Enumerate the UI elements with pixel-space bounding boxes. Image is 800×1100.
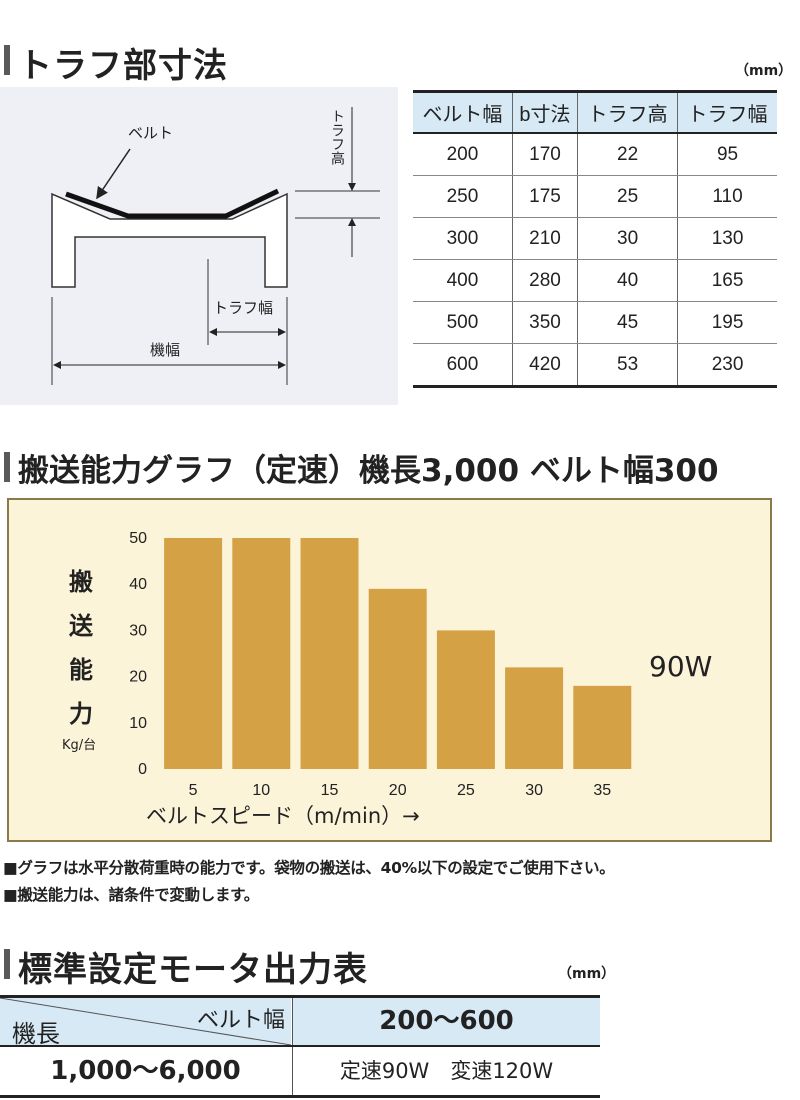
length-range-cell: 1,000〜6,000	[0, 1047, 291, 1095]
table-cell: 40	[577, 259, 678, 302]
header-divider	[0, 1045, 600, 1047]
table-cell: 210	[511, 217, 578, 260]
header-cell-corner: ベルト幅 機長	[0, 998, 291, 1045]
table-cell: 600	[413, 343, 513, 388]
col-header-trough-width: トラフ幅	[677, 90, 777, 134]
corner-belt-width-label: ベルト幅	[196, 1008, 285, 1033]
chart-bar	[573, 685, 632, 769]
table-cell: 110	[677, 175, 777, 218]
length-range-value: 1,000〜6,000	[50, 1056, 241, 1086]
table-cell: 53	[577, 343, 678, 388]
section-marker	[4, 45, 10, 75]
table-row: 250 175 25 110	[413, 175, 777, 218]
table-cell: 175	[511, 175, 578, 218]
table-cell: 95	[677, 133, 777, 176]
section-marker	[4, 949, 10, 979]
chart-bar	[164, 538, 223, 769]
y-tick-label: 50	[129, 530, 147, 547]
table-cell: 500	[413, 301, 513, 344]
table-header-row: ベルト幅 b寸法 トラフ高 トラフ幅	[413, 90, 777, 134]
note-line: ■搬送能力は、諸条件で変動します。	[3, 886, 259, 904]
trough-height-label: トラフ高	[329, 109, 345, 165]
belt-range-value: 200〜600	[379, 1006, 514, 1036]
header-cell-belt-range: 200〜600	[292, 998, 600, 1045]
table-cell: 170	[511, 133, 578, 176]
y-axis-label-char: 力	[69, 700, 93, 728]
unit-label: （mm）	[735, 63, 793, 79]
table-row: 500 350 45 195	[413, 301, 777, 344]
x-tick-label: 25	[457, 782, 475, 799]
table-cell: 400	[413, 259, 513, 302]
section-marker	[4, 452, 10, 482]
x-tick-label: 5	[189, 782, 198, 799]
table-cell: 165	[677, 259, 777, 302]
table-cell: 300	[413, 217, 513, 260]
table-cell: 30	[577, 217, 678, 260]
col-header-b-dimension: b寸法	[511, 90, 578, 134]
y-tick-label: 0	[138, 761, 147, 778]
section-title-motor: 標準設定モータ出力表	[18, 950, 368, 990]
table-cell: 200	[413, 133, 513, 176]
table-row: 200 170 22 95	[413, 133, 777, 176]
motor-annotation: 90W	[649, 650, 713, 683]
section-title-capacity: 搬送能力グラフ（定速）機長3,000 ベルト幅300	[18, 453, 719, 489]
y-axis-label-char: 搬	[69, 568, 93, 596]
belt-label: ベルト	[128, 124, 174, 142]
corner-length-label: 機長	[12, 1020, 60, 1045]
table-cell: 195	[677, 301, 777, 344]
x-tick-label: 30	[525, 782, 543, 799]
table-top-border	[0, 995, 600, 998]
y-axis-unit: Kg/台	[62, 738, 97, 753]
y-axis-label: 搬 送 能 力	[61, 560, 101, 736]
chart-bar	[232, 538, 291, 769]
table-bottom-border	[0, 1095, 600, 1098]
table-row: 600 420 53 230	[413, 343, 777, 388]
section-title-trough: トラフ部寸法	[18, 46, 228, 86]
table-cell: 45	[577, 301, 678, 344]
x-tick-label: 20	[389, 782, 407, 799]
table-cell: 25	[577, 175, 678, 218]
trough-drawing	[51, 107, 380, 385]
table-cell: 230	[677, 343, 777, 388]
chart-bar	[505, 667, 564, 769]
chart-bar	[436, 630, 495, 769]
col-header-trough-height: トラフ高	[577, 90, 678, 134]
x-tick-label: 35	[593, 782, 611, 799]
motor-output-table: ベルト幅 機長 200〜600 1,000〜6,000 定速90W 変速120W	[0, 995, 600, 1098]
y-tick-label: 40	[129, 576, 147, 593]
x-tick-label: 15	[321, 782, 339, 799]
x-axis-label: ベルトスピード（m/min）→	[146, 804, 420, 828]
chart-bar	[368, 588, 427, 769]
note-line: ■グラフは水平分散荷重時の能力です。袋物の搬送は、40%以下の設定でご使用下さい…	[3, 859, 615, 877]
table-cell: 280	[511, 259, 578, 302]
y-tick-label: 20	[129, 669, 147, 686]
table-cell: 250	[413, 175, 513, 218]
trough-diagram: ベルト トラフ高 トラフ幅 機幅	[0, 87, 398, 405]
y-tick-label: 30	[129, 622, 147, 639]
output-value: 定速90W 変速120W	[339, 1059, 554, 1083]
chart-bar	[300, 538, 359, 769]
col-header-belt-width: ベルト幅	[413, 90, 513, 134]
table-row: 300 210 30 130	[413, 217, 777, 260]
y-tick-label: 10	[129, 715, 147, 732]
table-cell: 420	[511, 343, 578, 388]
machine-width-label: 機幅	[150, 341, 181, 359]
bar-chart-svg: 0 10 20 30 40 50 5 10 15 20 25 30 35	[129, 530, 632, 799]
y-axis-label-char: 能	[69, 656, 93, 684]
table-row: 400 280 40 165	[413, 259, 777, 302]
capacity-chart: 搬 送 能 力 Kg/台 0 10 20 30 40 50 5 10 15 20 25 30 35 ベル…	[7, 498, 772, 842]
table-cell: 130	[677, 217, 777, 260]
unit-label: （mm）	[558, 966, 616, 982]
x-tick-label: 10	[252, 782, 270, 799]
trough-dimension-table: ベルト幅 b寸法 トラフ高 トラフ幅 200 170 22 95 250 175…	[413, 90, 777, 388]
output-cell: 定速90W 変速120W	[292, 1047, 600, 1095]
table-cell: 350	[511, 301, 578, 344]
trough-width-label: トラフ幅	[213, 299, 274, 317]
y-axis-label-char: 送	[69, 612, 93, 640]
table-cell: 22	[577, 133, 678, 176]
